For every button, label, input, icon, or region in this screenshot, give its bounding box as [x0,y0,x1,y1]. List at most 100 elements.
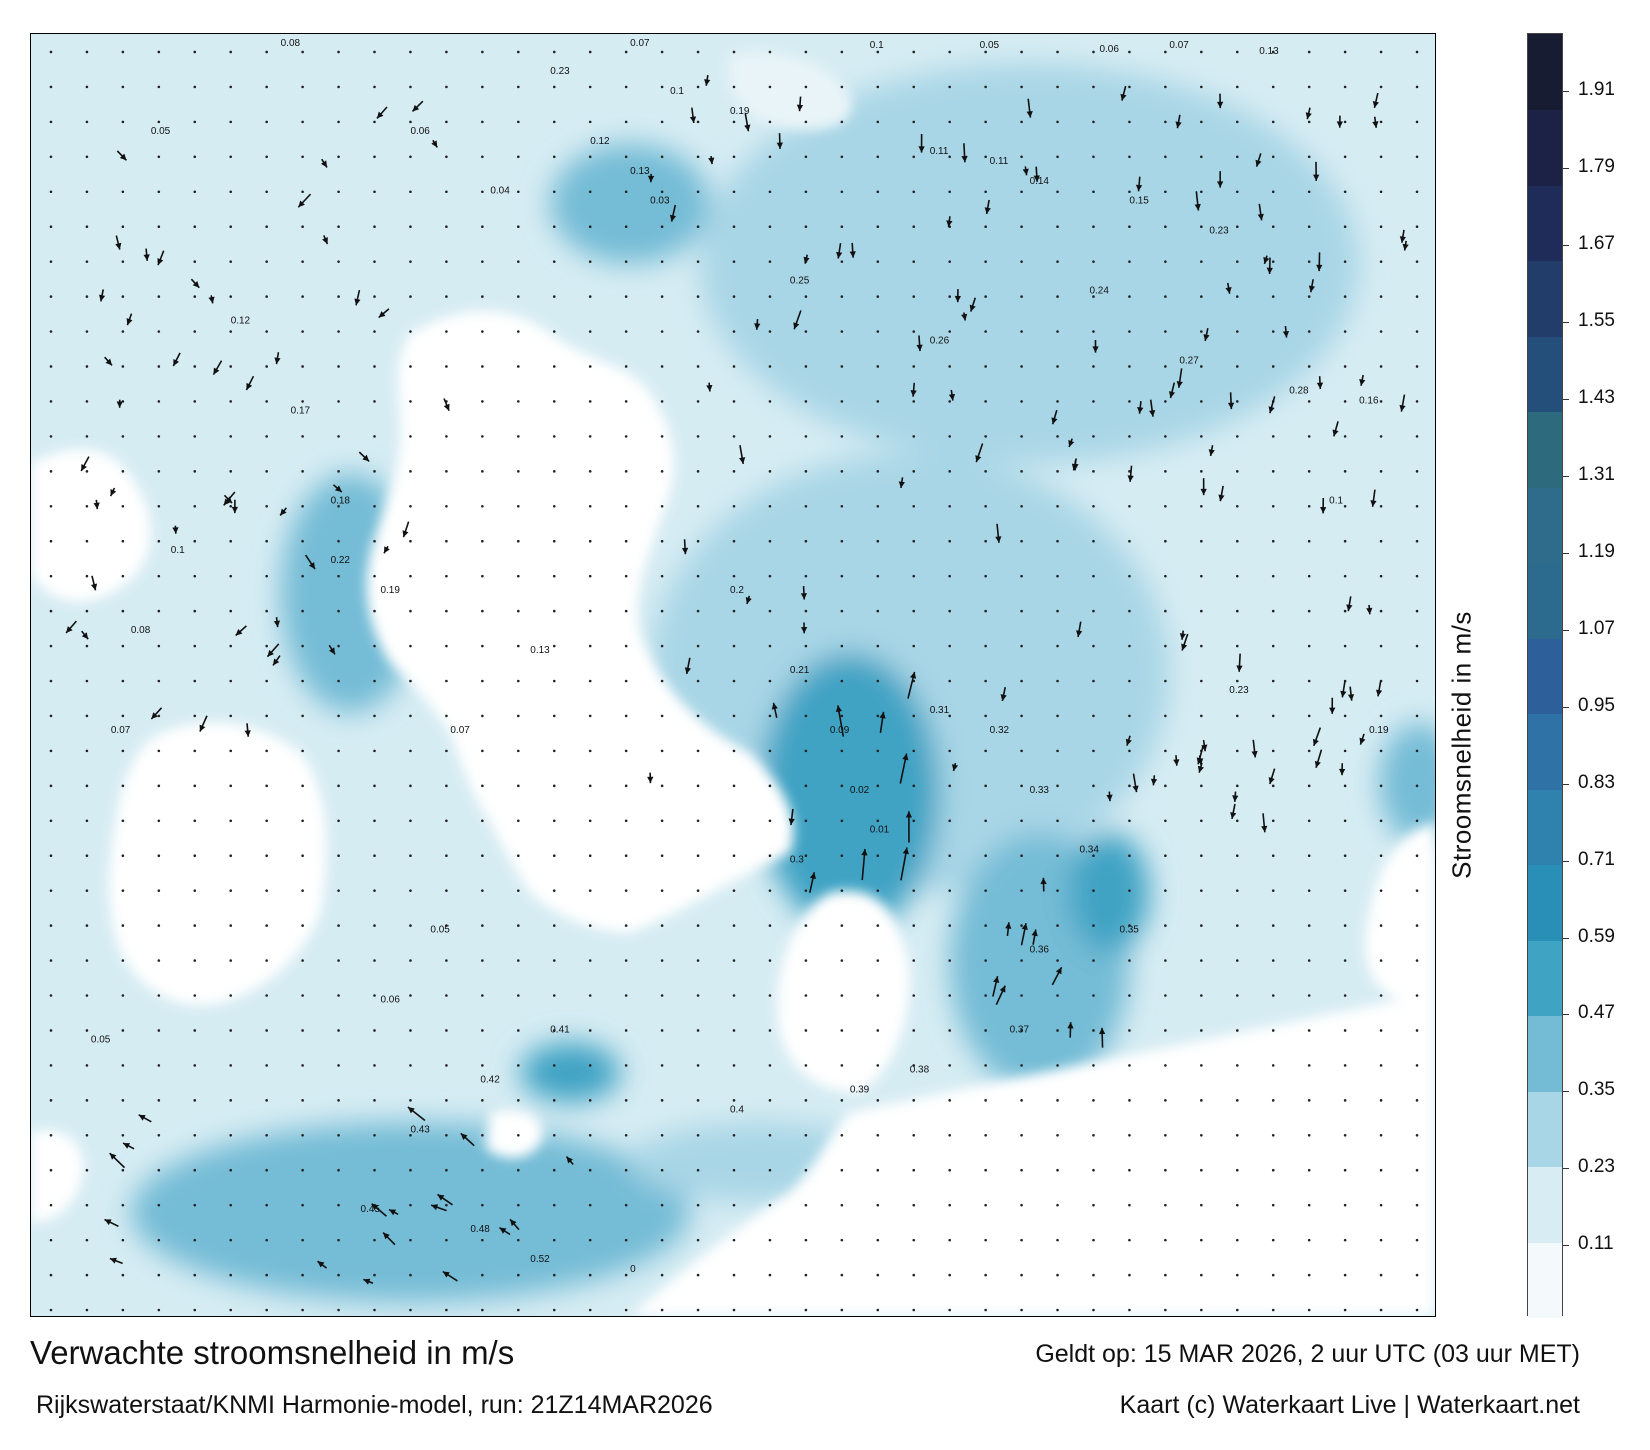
grid-dot-icon [1343,225,1347,228]
grid-dot-icon [1379,1099,1383,1102]
grid-dot-icon [948,1203,951,1207]
grid-dot-icon [732,225,736,228]
grid-dot-icon [1343,85,1347,89]
current-arrow-icon [948,389,956,401]
grid-dot-icon [552,1308,556,1312]
grid-dot-icon [49,295,53,298]
grid-dot-icon [552,784,556,788]
current-arrow-icon [835,705,845,737]
grid-dot-icon [1415,819,1419,823]
grid-dot-icon [948,749,951,753]
grid-dot-icon [696,1238,700,1242]
grid-dot-icon [912,504,916,508]
current-arrow-icon [388,1208,399,1216]
grid-dot-icon [624,959,628,962]
grid-dot-icon [121,50,125,54]
grid-dot-icon [768,609,772,613]
grid-dot-icon [1128,539,1131,543]
grid-dot-icon [552,609,556,613]
grid-dot-icon [1271,819,1275,823]
grid-dot-icon [696,1203,700,1207]
speed-value-label: 0.31 [930,705,950,716]
colorbar-tick-mark [1563,475,1569,477]
current-arrow-icon [150,707,163,720]
grid-dot-icon [409,120,412,124]
grid-dot-icon [337,784,340,788]
grid-dot-icon [1343,1273,1347,1277]
grid-dot-icon [1343,924,1347,927]
current-arrow-icon [849,242,856,258]
grid-dot-icon [876,435,880,438]
grid-dot-icon [481,574,484,578]
grid-dot-icon [229,1168,233,1172]
grid-dot-icon [552,435,556,438]
current-arrow-icon [1208,445,1215,457]
grid-dot-icon [1307,854,1311,858]
grid-dot-icon [876,784,880,788]
grid-dot-icon [1128,400,1131,403]
grid-dot-icon [121,854,125,858]
grid-dot-icon [768,959,772,962]
grid-dot-icon [732,120,736,124]
current-arrow-icon [109,1152,126,1169]
grid-dot-icon [660,784,664,788]
grid-dot-icon [804,1308,808,1312]
grid-dot-icon [517,295,520,298]
grid-dot-icon [696,120,700,124]
grid-dot-icon [229,1133,233,1137]
grid-dot-icon [1128,1064,1131,1067]
grid-dot-icon [85,539,89,543]
grid-dot-icon [948,190,951,194]
grid-dot-icon [193,365,197,368]
current-arrow-icon [65,620,77,634]
grid-dot-icon [1200,1064,1203,1067]
grid-dot-icon [588,749,592,753]
grid-dot-icon [768,1308,772,1312]
grid-dot-icon [732,365,736,368]
grid-dot-icon [948,120,951,124]
grid-dot-icon [984,609,987,613]
grid-dot-icon [804,924,808,927]
grid-dot-icon [1020,1238,1023,1242]
grid-dot-icon [1200,190,1203,194]
grid-dot-icon [157,1064,161,1067]
grid-dot-icon [624,470,628,473]
grid-dot-icon [265,784,268,788]
grid-dot-icon [445,504,448,508]
current-speed-map[interactable]: 0.08 0.07 0.1 0.05 0.06 0.07 0.13 0.23 0.1 0.19 0.… [30,33,1436,1317]
grid-dot-icon [121,679,125,683]
speed-value-label: 0.1 [870,40,884,51]
grid-dot-icon [1343,1203,1347,1207]
grid-dot-icon [157,679,161,683]
grid-dot-icon [660,260,664,263]
grid-dot-icon [1020,1203,1023,1207]
grid-dot-icon [624,854,628,858]
grid-dot-icon [373,924,376,927]
grid-dot-icon [948,819,951,823]
grid-dot-icon [552,574,556,578]
grid-dot-icon [732,854,736,858]
grid-dot-icon [337,924,340,927]
grid-dot-icon [373,609,376,613]
grid-dot-icon [1164,50,1167,54]
grid-dot-icon [1128,120,1131,124]
grid-dot-icon [517,435,520,438]
grid-dot-icon [1056,1308,1059,1312]
grid-dot-icon [552,120,556,124]
colorbar-tick-label: 0.59 [1578,925,1615,947]
grid-dot-icon [1415,574,1419,578]
grid-dot-icon [121,889,125,892]
current-arrow-icon [916,335,923,352]
grid-dot-icon [948,85,951,89]
grid-dot-icon [660,609,664,613]
grid-dot-icon [768,365,772,368]
grid-dot-icon [229,714,233,718]
grid-dot-icon [948,644,951,648]
grid-dot-icon [157,714,161,718]
grid-dot-icon [588,400,592,403]
grid-dot-icon [912,959,916,962]
grid-dot-icon [193,1064,197,1067]
current-arrow-icon [1332,421,1339,437]
colorbar-tick-mark [1563,706,1569,708]
grid-dot-icon [624,819,628,823]
